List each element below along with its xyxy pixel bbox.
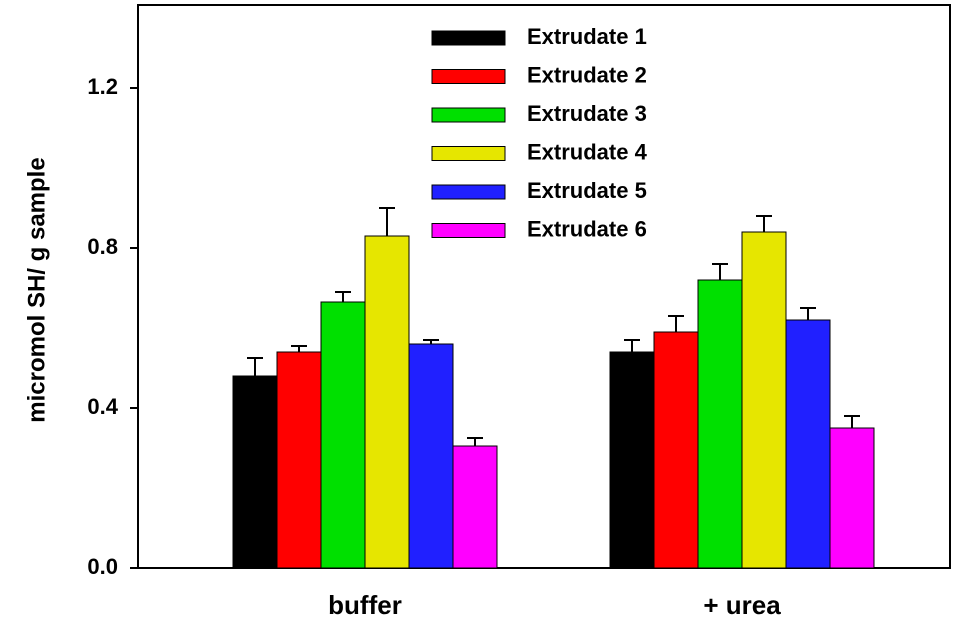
x-tick-label: buffer — [328, 590, 402, 620]
legend-swatch — [431, 146, 506, 161]
legend-label: Extrudate 1 — [527, 24, 647, 49]
bar — [609, 351, 655, 569]
legend-label: Extrudate 5 — [527, 178, 647, 203]
bar — [741, 231, 787, 569]
y-tick-label: 0.0 — [87, 554, 118, 579]
legend-label: Extrudate 2 — [527, 62, 647, 87]
legend-label: Extrudate 3 — [527, 101, 647, 126]
bar — [785, 319, 831, 569]
bar — [653, 331, 699, 569]
y-tick-label: 0.4 — [87, 394, 118, 419]
bar — [408, 343, 454, 569]
y-axis-label: micromol SH/ g sample — [23, 157, 50, 422]
bar — [320, 301, 366, 569]
bar — [697, 279, 743, 569]
bar — [829, 427, 875, 569]
y-tick-label: 1.2 — [87, 74, 118, 99]
x-tick-label: + urea — [703, 590, 781, 620]
legend-label: Extrudate 6 — [527, 216, 647, 241]
legend-swatch — [431, 30, 506, 46]
legend-label: Extrudate 4 — [527, 139, 648, 164]
legend-swatch — [431, 107, 506, 123]
bar — [452, 445, 498, 569]
legend-swatch — [431, 184, 506, 200]
y-tick-label: 0.8 — [87, 234, 118, 259]
plot-frame — [137, 4, 951, 569]
bar — [232, 375, 278, 569]
bar — [276, 351, 322, 569]
legend-swatch — [431, 69, 506, 84]
bar — [364, 235, 410, 569]
legend-swatch — [431, 223, 506, 238]
